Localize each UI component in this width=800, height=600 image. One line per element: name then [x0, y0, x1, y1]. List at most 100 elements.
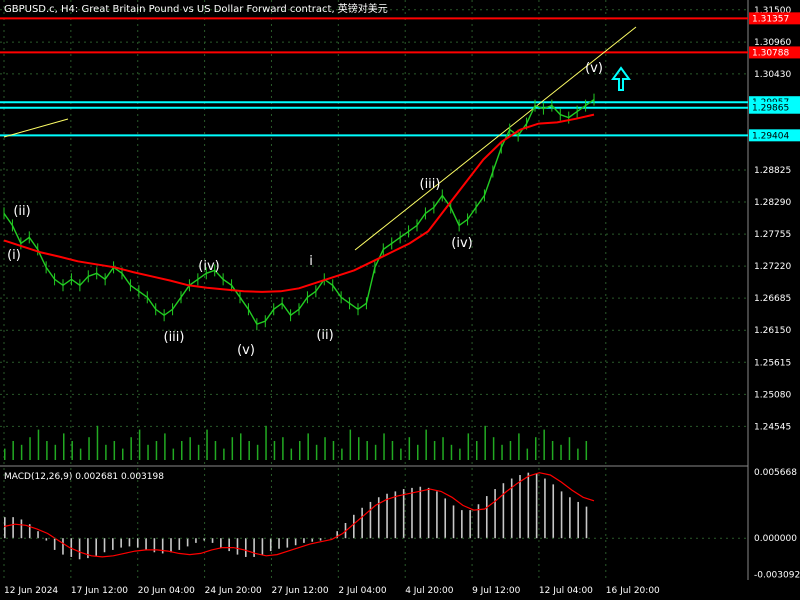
macd-bar — [303, 538, 305, 543]
macd-signal-path — [3, 472, 595, 558]
volume-bar — [299, 441, 301, 460]
volume-bar — [79, 448, 82, 460]
time-tick-label: 4 Jul 20:00 — [405, 586, 454, 596]
macd-bar — [186, 538, 189, 547]
volume-bar — [551, 441, 554, 460]
macd-bar — [228, 538, 230, 552]
macd-bar — [519, 475, 521, 539]
wave-label: (iii) — [420, 177, 441, 192]
volume-bar — [138, 429, 141, 460]
wave-label: i — [309, 254, 313, 269]
volume-bar — [467, 433, 470, 460]
volume-bar — [433, 441, 436, 460]
time-tick-label: 27 Jun 12:00 — [271, 586, 328, 596]
macd-bar — [436, 491, 438, 539]
macd-bar — [128, 538, 131, 547]
volume-bar — [155, 441, 158, 460]
macd-bar — [477, 504, 480, 539]
up-arrow-icon — [611, 66, 631, 91]
macd-bar — [103, 538, 106, 553]
macd-bar — [552, 484, 555, 539]
price-tick-label: 1.27755 — [754, 230, 791, 240]
volume-bar — [577, 448, 579, 460]
resistance-level-tag — [749, 46, 800, 59]
macd-bar — [386, 493, 388, 539]
volume-bar — [417, 444, 419, 460]
macd-bar — [161, 538, 164, 554]
macd-bar — [120, 538, 122, 548]
macd-bar — [178, 538, 181, 550]
volume-bar — [358, 437, 360, 460]
volume-bar — [324, 437, 326, 460]
macd-bar — [569, 497, 571, 539]
up-arrow-shape — [611, 66, 631, 91]
grid-lines — [0, 0, 749, 580]
macd-bar — [136, 538, 139, 548]
wave-label: (v) — [585, 61, 603, 76]
macd-bar — [112, 538, 114, 550]
macd-bar — [369, 501, 372, 539]
volume-bar — [568, 437, 571, 460]
macd-bar — [203, 538, 206, 541]
volume-bar — [290, 448, 293, 460]
volume-bar — [248, 441, 250, 460]
price-tick-label: 1.24545 — [754, 422, 791, 432]
volume-bar — [181, 441, 183, 460]
time-tick-label: 9 Jul 12:00 — [472, 586, 521, 596]
macd-bar — [444, 498, 447, 539]
price-tick-label: 1.28290 — [754, 198, 791, 208]
volume-bar — [130, 437, 132, 460]
volume-bar — [425, 429, 427, 460]
volume-bar — [374, 444, 377, 460]
volume-bar — [518, 433, 520, 460]
price-tick-label: 1.26685 — [754, 294, 791, 304]
macd-bar — [419, 486, 422, 539]
volume-bar — [509, 441, 512, 460]
macd-bar — [37, 531, 39, 539]
macd-bar — [535, 473, 538, 539]
macd-bar — [485, 496, 488, 539]
volume-bar — [189, 437, 191, 460]
price-line — [3, 99, 595, 326]
volume-bar — [29, 437, 31, 460]
moving-average-line — [3, 113, 595, 293]
volume-bar — [164, 433, 166, 460]
macd-tick-label: 0.005668 — [754, 468, 797, 478]
volume-bar — [459, 448, 461, 460]
volume-bar — [492, 437, 495, 460]
macd-bar — [394, 491, 397, 539]
volume-bar — [307, 433, 309, 460]
volume-bar — [349, 429, 352, 460]
macd-bar — [211, 538, 214, 543]
macd-bar — [278, 538, 280, 549]
macd-bar — [461, 510, 463, 539]
volume-bar — [315, 444, 318, 460]
support-level-tag — [749, 101, 800, 114]
macd-bar — [494, 489, 496, 539]
volume-bar — [476, 441, 478, 460]
macd-bar — [377, 497, 380, 539]
macd-bar — [253, 538, 255, 557]
macd-bar — [220, 538, 222, 548]
macd-bar — [4, 517, 6, 539]
volume-bar — [265, 425, 267, 460]
trendline-short — [3, 118, 69, 138]
macd-bar — [70, 538, 73, 557]
macd-label: MACD(12,26,9) 0.002681 0.003198 — [4, 472, 164, 482]
volume-bar — [54, 444, 57, 460]
volume-bar — [383, 433, 385, 460]
macd-bar — [153, 538, 156, 553]
macd-bar — [170, 538, 172, 553]
price-tick-label: 1.31500 — [754, 6, 791, 16]
volume-bar — [231, 437, 234, 460]
volume-bar — [172, 448, 175, 460]
volume-bar — [501, 444, 503, 460]
volume-bar — [105, 444, 107, 460]
macd-tick-label: 0.000000 — [754, 534, 797, 544]
macd-bar — [195, 538, 197, 543]
volume-bar — [20, 444, 23, 460]
moving-average — [3, 113, 595, 293]
macd-bar — [12, 517, 14, 539]
macd-bar — [502, 483, 505, 539]
macd-bar — [411, 487, 413, 539]
